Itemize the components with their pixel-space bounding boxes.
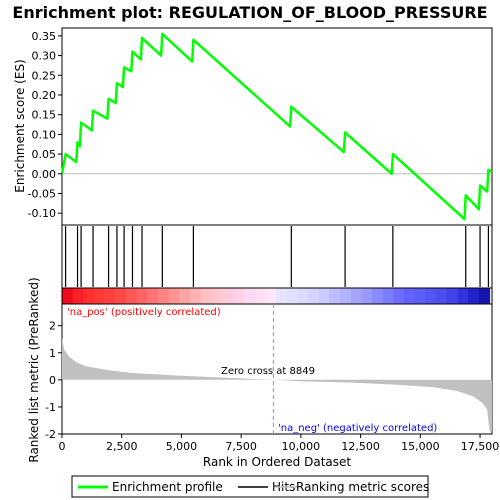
heatmap-segment <box>62 288 74 304</box>
es-y-axis: -0.10 -0.05 0.00 0.05 0.10 0.15 0.20 0.25 0.30 0.… <box>28 30 62 220</box>
heatmap-segment <box>168 288 181 304</box>
metric-x-tick-label: 17,500 <box>461 440 500 453</box>
es-y-tick-label: 0.05 <box>32 148 57 161</box>
neg-correlated-label: 'na_neg' (negatively correlated) <box>278 423 437 434</box>
es-y-tick-label: -0.05 <box>28 187 56 200</box>
es-y-axis-label: Enrichment score (ES) <box>13 59 27 192</box>
es-panel-content <box>60 32 493 221</box>
metric-x-tick-label: 12,500 <box>341 440 380 453</box>
metric-y-tick-label: 0 <box>49 374 56 387</box>
heatmap-segment <box>158 288 170 304</box>
heatmap-segment <box>136 288 149 304</box>
heatmap-segment <box>414 288 426 304</box>
legend-metric-label: Ranking metric scores <box>296 480 429 494</box>
metric-y-axis-label: Ranked list metric (PreRanked) <box>27 277 41 462</box>
es-y-tick-label: -0.10 <box>28 207 56 220</box>
es-y-tick-label: 0.15 <box>32 109 57 122</box>
chart-title: Enrichment plot: REGULATION_OF_BLOOD_PRE… <box>12 3 487 22</box>
heatmap-segment <box>318 288 330 304</box>
metric-x-tick-label: 0 <box>59 440 66 453</box>
es-y-tick-label: 0.00 <box>32 168 57 181</box>
heatmap-segment <box>179 288 191 304</box>
metric-y-tick-label: 1 <box>49 347 56 360</box>
hits-panel <box>64 226 490 287</box>
hits-panel-frame <box>61 224 493 289</box>
heatmap-segment <box>361 288 373 304</box>
metric-y-tick-label: -2 <box>45 428 56 441</box>
heatmap-segment <box>329 288 341 304</box>
heatmap-segment <box>478 288 491 304</box>
heatmap-segment <box>286 288 298 304</box>
metric-panel-content <box>62 304 492 434</box>
heatmap-segment <box>468 288 480 304</box>
heatmap-segment <box>126 288 138 304</box>
heatmap-segment <box>190 288 202 304</box>
es-y-tick-label: 0.10 <box>32 128 57 141</box>
heatmap-segment <box>382 288 394 304</box>
heatmap-segment <box>393 288 405 304</box>
heatmap-segment <box>147 288 159 304</box>
heatmap-segment <box>104 288 116 304</box>
metric-panel-frame <box>61 303 493 435</box>
heatmap-segment <box>339 288 352 304</box>
heatmap-segment <box>457 288 469 304</box>
ranking-metric-area <box>62 337 492 432</box>
heatmap-segment <box>211 288 223 304</box>
heatmap-segment <box>83 288 95 304</box>
legend-profile-label: Enrichment profile <box>112 480 223 494</box>
heatmap-segment <box>243 288 255 304</box>
heatmap-segment <box>265 288 277 304</box>
heatmap-segment <box>425 288 437 304</box>
es-y-tick-label: 0.30 <box>32 50 57 63</box>
heatmap-segment <box>350 288 362 304</box>
metric-x-tick-label: 5,000 <box>166 440 198 453</box>
heatmap-segment <box>307 288 320 304</box>
heatmap-segment <box>233 288 245 304</box>
es-y-tick-label: 0.35 <box>32 30 57 43</box>
metric-y-axis: -2 -1 0 1 2 <box>45 320 62 441</box>
metric-x-tick-label: 7,500 <box>225 440 257 453</box>
heatmap-segment <box>115 288 127 304</box>
metric-x-tick-label: 2,500 <box>106 440 138 453</box>
es-y-tick-label: 0.25 <box>32 69 57 82</box>
heatmap-segment <box>94 288 106 304</box>
ranking-heatmap-bar <box>61 287 493 305</box>
heatmap-segment <box>436 288 448 304</box>
heatmap-segment <box>222 288 234 304</box>
es-panel-frame <box>61 27 493 226</box>
heatmap-segment <box>404 288 416 304</box>
metric-y-tick-label: 2 <box>49 320 56 333</box>
heatmap-segment <box>254 288 266 304</box>
heatmap-segment <box>372 288 384 304</box>
heatmap-segment <box>200 288 213 304</box>
metric-y-tick-label: -1 <box>45 401 56 414</box>
pos-correlated-label: 'na_pos' (positively correlated) <box>67 307 221 318</box>
es-y-tick-label: 0.20 <box>32 89 57 102</box>
heatmap-segment <box>297 288 309 304</box>
metric-x-tick-label: 15,000 <box>401 440 440 453</box>
zero-cross-label: Zero cross at 8849 <box>221 366 315 377</box>
heatmap-segment <box>72 288 84 304</box>
metric-x-tick-label: 10,000 <box>282 440 321 453</box>
enrichment-profile-line <box>60 32 493 221</box>
metric-x-axis: 0 2,500 5,000 7,500 10,000 12,500 15,000 17,500 <box>59 434 500 453</box>
heatmap-segment <box>446 288 459 304</box>
metric-x-axis-label: Rank in Ordered Dataset <box>203 455 351 469</box>
heatmap-segment <box>275 288 287 304</box>
